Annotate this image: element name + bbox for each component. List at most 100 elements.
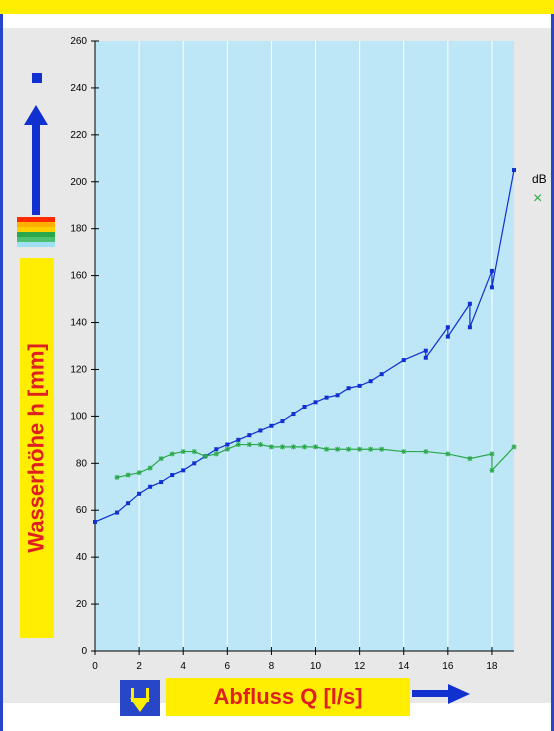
data-point (235, 442, 241, 448)
data-point (512, 168, 516, 173)
data-point (224, 446, 230, 452)
x-tick-label: 4 (180, 661, 186, 672)
data-point (246, 442, 252, 448)
x-tick-label: 10 (310, 661, 322, 672)
data-point (269, 423, 274, 428)
data-point (423, 348, 428, 353)
data-point (258, 428, 263, 433)
data-point (346, 446, 352, 452)
data-point (489, 467, 495, 473)
data-point (445, 451, 451, 457)
y-tick-label: 40 (76, 552, 88, 563)
grid (138, 41, 493, 651)
x-axis-label: Abfluss Q [l/s] (213, 684, 363, 709)
y-axis-label-box: Wasserhöhe h [mm] (20, 258, 54, 638)
data-point (335, 393, 340, 398)
level-bar-4 (17, 237, 55, 242)
data-point (268, 444, 274, 450)
data-point (467, 301, 472, 306)
data-point (302, 444, 307, 450)
data-point (290, 444, 296, 450)
legend-marker: × (533, 190, 543, 207)
data-point (302, 405, 307, 409)
level-bar-0 (17, 217, 55, 222)
y-tick-label: 180 (70, 224, 87, 235)
data-point (169, 451, 175, 457)
y-tick-label: 240 (70, 83, 87, 94)
data-point (346, 386, 351, 391)
data-point (368, 446, 374, 452)
data-point (357, 383, 362, 388)
data-point (324, 446, 330, 452)
data-point (467, 325, 472, 330)
top-band (0, 0, 554, 14)
y-tick-label: 160 (70, 271, 87, 282)
tick-labels: 0 20 40 60 80 100 120 140 160 180 200 220 240 260 0 2 4 6… (70, 36, 498, 672)
blue-square-icon (32, 73, 42, 83)
x-tick-label: 14 (398, 661, 410, 672)
x-tick-label: 8 (269, 661, 275, 672)
data-point (401, 358, 406, 363)
data-point (489, 451, 495, 457)
data-point (445, 325, 450, 330)
y-tick-label: 220 (70, 130, 87, 141)
x-tick-label: 18 (486, 661, 498, 672)
axes (91, 40, 514, 655)
data-point (213, 451, 219, 457)
level-color-bars (17, 217, 55, 247)
data-point (511, 444, 517, 450)
data-point (126, 501, 131, 506)
data-point (125, 472, 131, 478)
data-point (159, 480, 164, 485)
y-tick-label: 20 (76, 599, 88, 610)
data-point (368, 379, 373, 384)
data-point (280, 419, 285, 424)
data-point (357, 446, 363, 452)
down-arrow-button[interactable] (120, 680, 160, 716)
data-point (93, 519, 97, 524)
level-bar-1 (17, 222, 55, 227)
down-arrow-icon (130, 688, 150, 712)
level-bar-3 (17, 232, 55, 237)
data-point (191, 449, 197, 455)
x-tick-label: 12 (354, 661, 366, 672)
data-point (136, 470, 142, 476)
data-point (115, 510, 120, 515)
y-tick-label: 60 (76, 505, 88, 516)
series (93, 168, 517, 524)
data-point (445, 334, 450, 339)
data-point (291, 412, 296, 417)
data-point (423, 449, 429, 455)
x-tick-label: 16 (442, 661, 454, 672)
data-point (158, 456, 164, 462)
right-arrow-icon (412, 684, 470, 704)
data-point (257, 442, 263, 448)
y-tick-label: 200 (70, 177, 87, 188)
data-point (236, 437, 241, 442)
legend-title: dB (532, 172, 547, 186)
data-point (225, 442, 230, 447)
data-point (379, 446, 385, 452)
data-point (181, 468, 186, 473)
up-arrow-icon (24, 105, 48, 215)
y-tick-label: 80 (76, 458, 88, 469)
data-point (180, 449, 186, 455)
data-point (401, 449, 407, 455)
data-point (137, 491, 142, 496)
data-point (313, 400, 318, 405)
data-point (467, 456, 473, 462)
level-bar-2 (17, 227, 55, 232)
data-point (192, 461, 197, 466)
data-point (313, 444, 319, 450)
data-point (279, 444, 285, 450)
data-point (202, 453, 208, 459)
y-tick-label: 0 (81, 646, 87, 657)
data-point (423, 355, 428, 360)
x-tick-label: 0 (92, 661, 98, 672)
y-axis-label: Wasserhöhe h [mm] (24, 343, 50, 553)
x-tick-label: 6 (225, 661, 231, 672)
data-point (147, 465, 153, 471)
plot-area (95, 41, 514, 651)
data-point (114, 474, 120, 480)
data-point (148, 484, 153, 489)
